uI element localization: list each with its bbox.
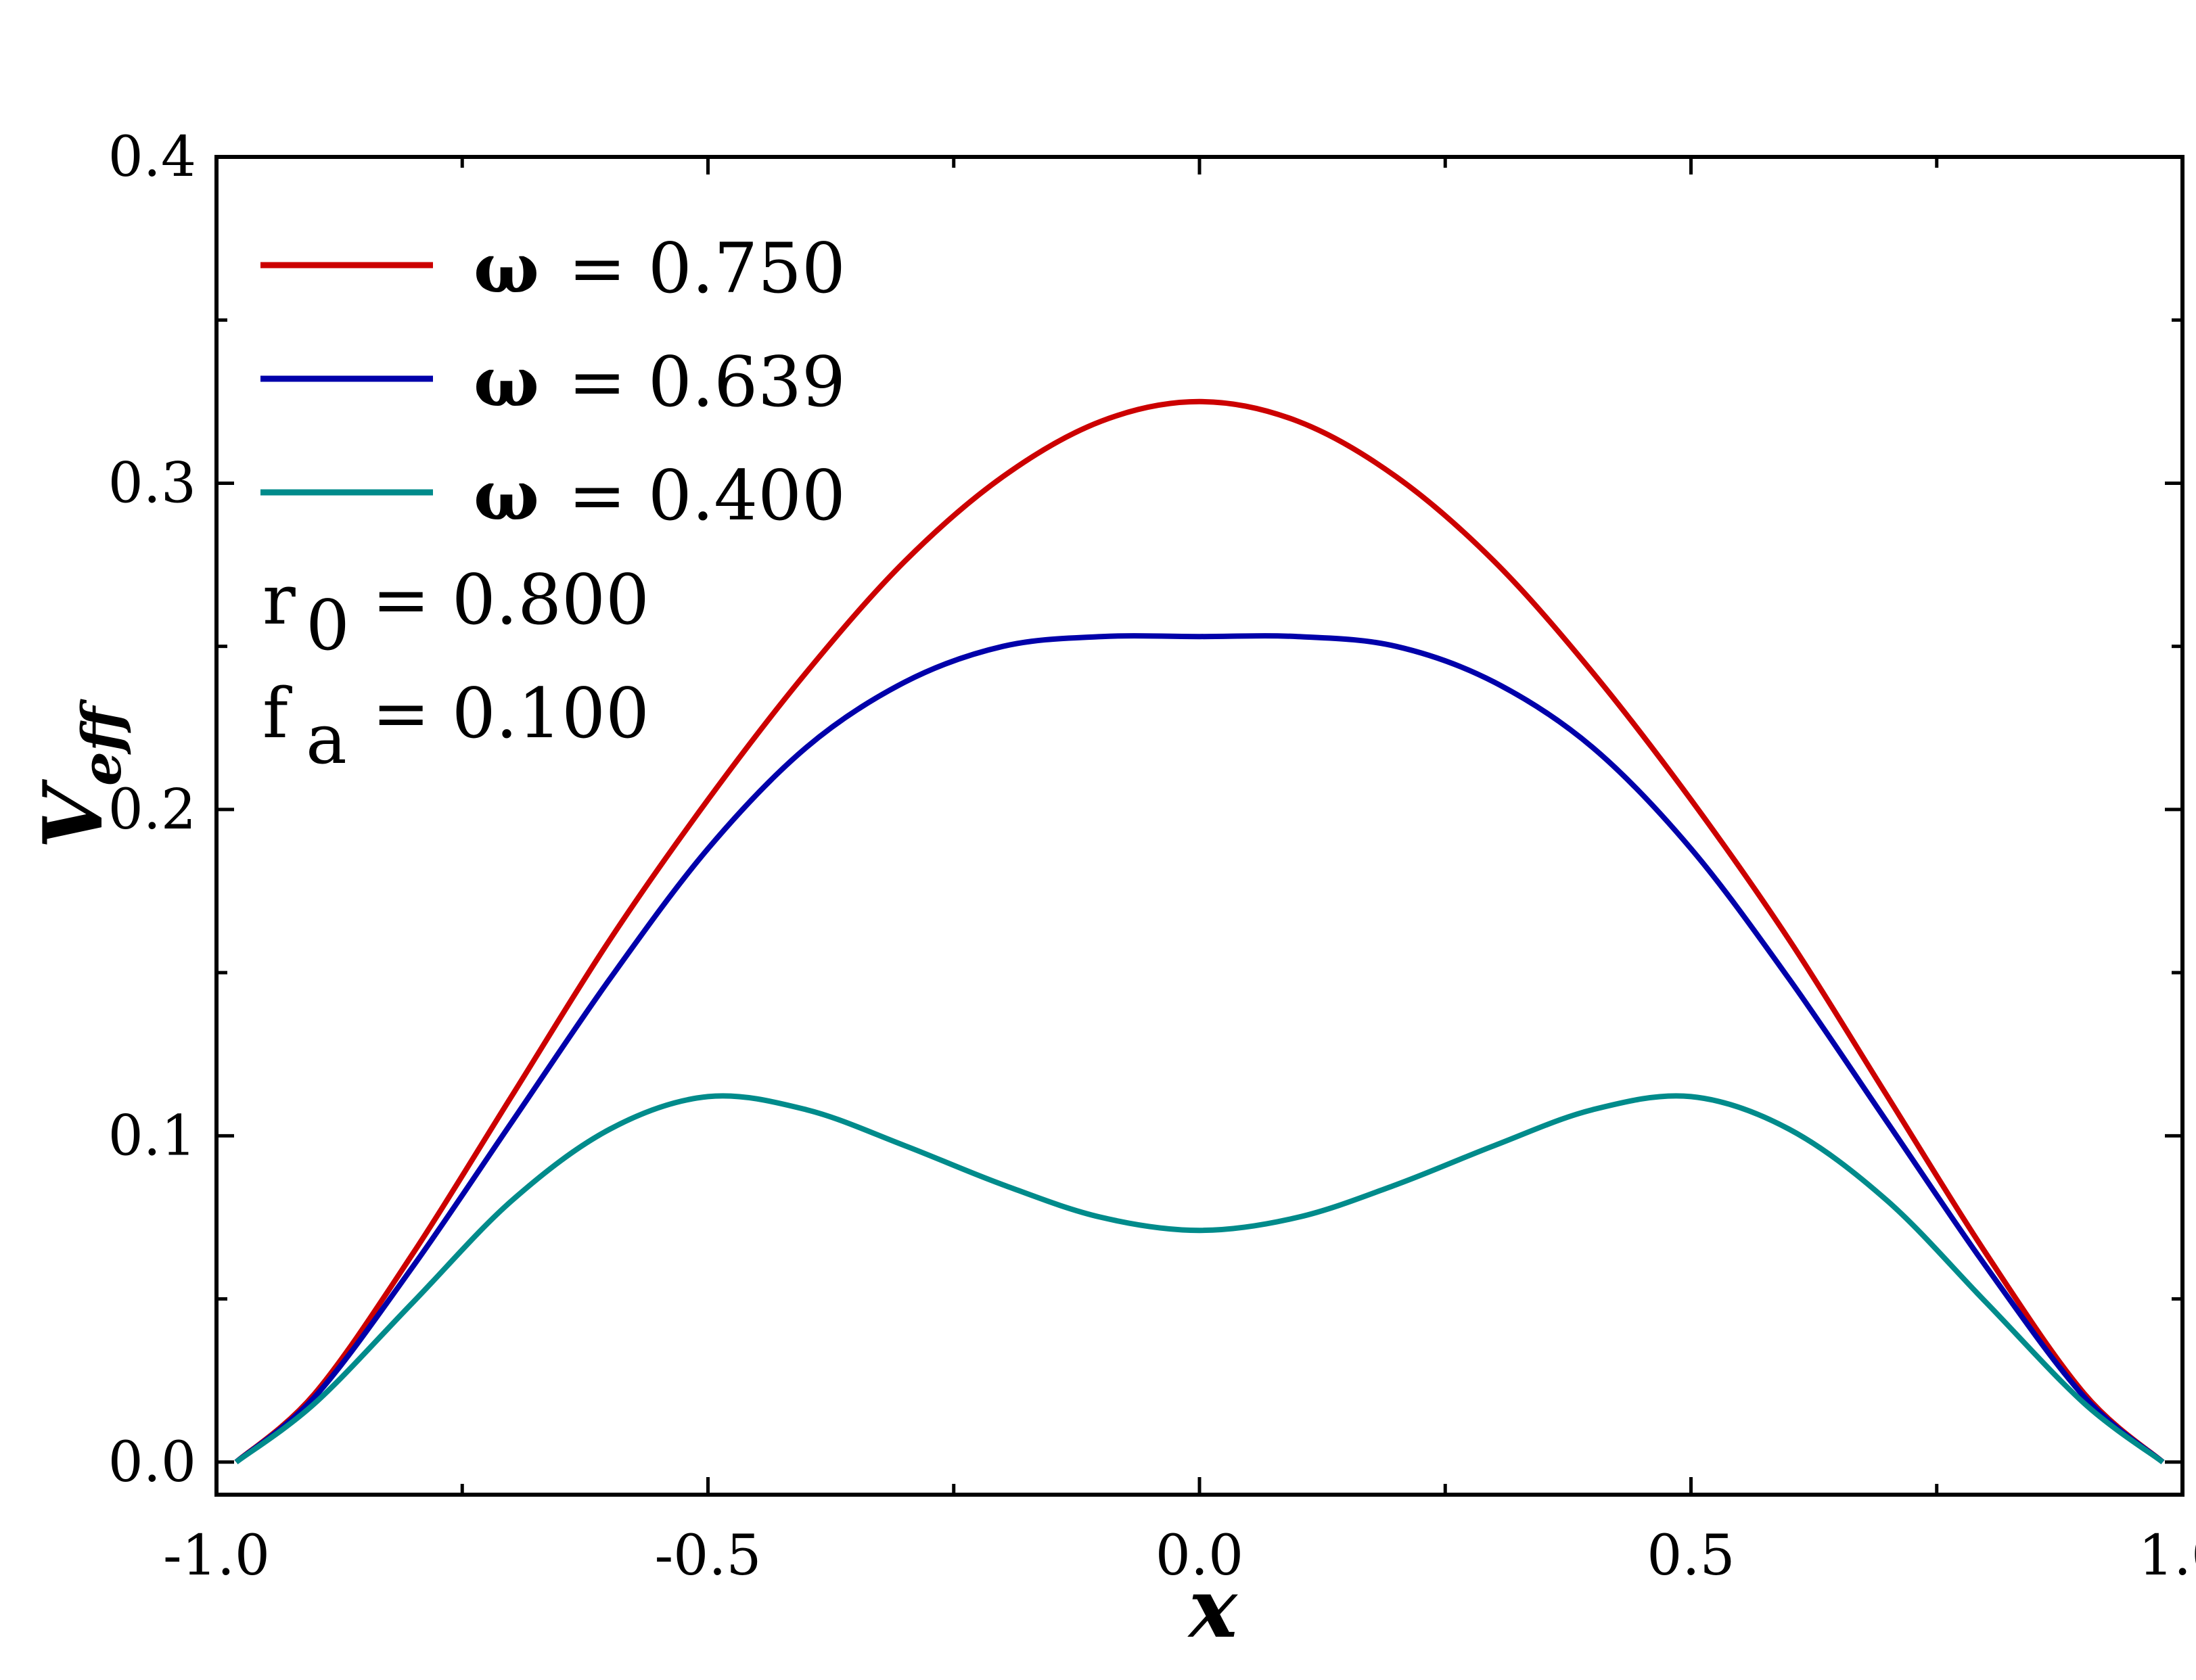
y-axis-label-sub: eff [70,699,133,786]
annotation-subscript-0: 0 [306,586,350,666]
y-tick-label: 0.3 [108,451,196,515]
annotation-subscript-1: a [306,699,347,780]
annotations: r 0 = 0.800 f a = 0.100 [262,560,649,780]
svg-text:Veff: Veff [26,699,133,849]
legend-symbol-0: ω [474,228,539,309]
annotation-value-1: = 0.100 [372,674,649,754]
legend-value-0: = 0.750 [568,229,846,309]
legend: ω = 0.750 ω = 0.639 ω = 0.400 [260,228,846,536]
series-line-2 [234,1093,2165,1464]
annotation-symbol-1: f [262,674,292,754]
series-layer [234,398,2165,1464]
x-tick-label: 1.0 [2138,1524,2196,1588]
y-tick-label: 0.1 [108,1104,196,1168]
x-tick-label: -0.5 [654,1524,761,1588]
y-tick-label: 0.4 [108,125,196,189]
y-axis-label: Veff [26,699,133,849]
y-tick-label: 0.0 [108,1430,196,1495]
series-line-0 [234,398,2165,1464]
x-tick-label: -1.0 [163,1524,270,1588]
x-tick-label: 0.5 [1647,1524,1735,1588]
legend-value-1: = 0.639 [568,342,846,423]
annotation-value-0: = 0.800 [372,560,649,640]
tick-labels-layer: -1.0 -0.5 0.0 0.5 1.0 0.0 0.1 0.2 0.3 0.4 [108,125,2196,1588]
annotation-symbol-0: r [262,560,296,640]
x-tick-label: 0.0 [1156,1524,1243,1588]
legend-symbol-2: ω [474,455,539,536]
legend-symbol-1: ω [474,342,539,423]
plot-frame [214,155,2184,1497]
x-axis-label: x [1187,1561,1238,1656]
y-axis-label-main: V [26,778,121,849]
series-line-1 [234,633,2165,1464]
y-tick-label: 0.2 [108,778,196,842]
legend-value-2: = 0.400 [568,456,846,536]
